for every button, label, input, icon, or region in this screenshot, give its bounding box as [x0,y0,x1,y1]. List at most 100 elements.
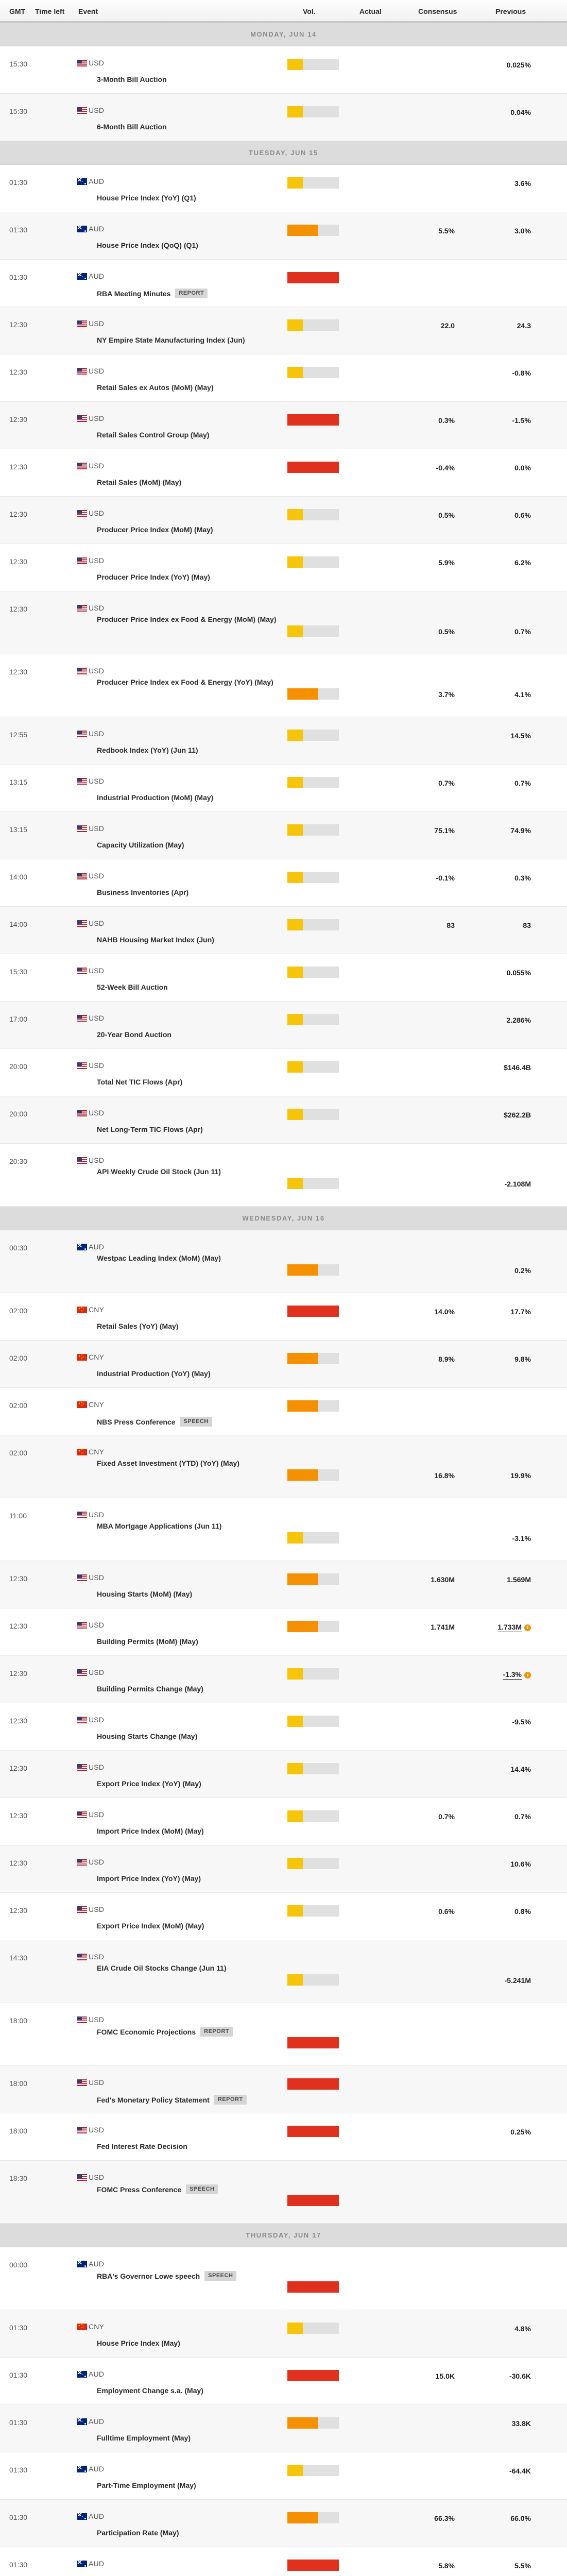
event-row[interactable]: 12:30 USD Retail Sales Control Group (May)… [0,402,567,449]
event-name[interactable]: Producer Price Index ex Food & Energy (Y… [97,678,273,686]
event-row[interactable]: 12:30 USD Retail Sales ex Autos (MoM) (May… [0,354,567,402]
event-row[interactable]: 18:30 USD FOMC Press Conference SPEECH [0,2161,567,2224]
event-row[interactable]: 12:30 USD Producer Price Index ex Food & E… [0,654,567,717]
event-row[interactable]: 01:30AUDUnemployment Rate s.a. (May)5.8%… [0,2547,567,2576]
event-name[interactable]: MBA Mortgage Applications (Jun 11) [97,1522,221,1530]
column-header-event[interactable]: Event [78,7,98,15]
event-name[interactable]: Import Price Index (MoM) (May) [97,1827,204,1835]
event-name[interactable]: NY Empire State Manufacturing Index (Jun… [97,336,245,344]
event-name[interactable]: 6-Month Bill Auction [97,123,167,131]
event-row[interactable]: 12:30 USD Producer Price Index (YoY) (May)… [0,544,567,591]
event-row[interactable]: 12:30 USD Housing Starts (MoM) (May) 1.630M… [0,1561,567,1608]
event-row[interactable]: 00:00 AUD RBA's Governor Lowe speech SPEECH [0,2247,567,2310]
event-name[interactable]: Fulltime Employment (May) [97,2434,191,2442]
revision-info-icon[interactable]: i [524,1672,531,1679]
event-row[interactable]: 15:30 USD 3-Month Bill Auction 0.025% [0,46,567,94]
event-name[interactable]: FOMC Economic Projections REPORT [97,2027,233,2037]
event-row[interactable]: 12:30 USD Producer Price Index (MoM) (May)… [0,497,567,544]
event-name[interactable]: Fed's Monetary Policy Statement REPORT [97,2095,247,2105]
event-name[interactable]: Retail Sales (YoY) (May) [97,1322,178,1330]
event-name[interactable]: Participation Rate (May) [97,2529,179,2537]
event-name[interactable]: House Price Index (May) [97,2339,180,2347]
event-row[interactable]: 14:30 USD EIA Crude Oil Stocks Change (Jun… [0,1940,567,2003]
event-row[interactable]: 14:00 USD NAHB Housing Market Index (Jun) 8… [0,907,567,954]
column-header-vol[interactable]: Vol. [303,7,316,15]
event-row[interactable]: 01:30 CNY House Price Index (May) 4.8% [0,2310,567,2358]
event-row[interactable]: 12:30 USD Retail Sales (MoM) (May) -0.4% 0.0… [0,449,567,497]
event-name[interactable]: NBS Press Conference SPEECH [97,1417,212,1427]
event-row[interactable]: 17:00 USD 20-Year Bond Auction 2.286% [0,1002,567,1049]
event-row[interactable]: 01:30 AUD Fulltime Employment (May) 33.8K [0,2405,567,2452]
event-row[interactable]: 02:00 CNY Industrial Production (YoY) (May… [0,1341,567,1388]
event-name[interactable]: Net Long-Term TIC Flows (Apr) [97,1125,203,1133]
event-row[interactable]: 18:00 USD Fed Interest Rate Decision 0.25% [0,2113,567,2161]
event-row[interactable]: 12:30 USD Building Permits (MoM) (May) 1.74… [0,1608,567,1656]
event-name[interactable]: House Price Index (YoY) (Q1) [97,194,196,202]
event-name[interactable]: Employment Change s.a. (May) [97,2386,203,2395]
event-name[interactable]: Capacity Utilization (May) [97,841,184,849]
event-name[interactable]: Westpac Leading Index (MoM) (May) [97,1254,221,1262]
event-name[interactable]: EIA Crude Oil Stocks Change (Jun 11) [97,1964,227,1972]
event-name[interactable]: Housing Starts Change (May) [97,1732,197,1740]
event-row[interactable]: 12:55 USD Redbook Index (YoY) (Jun 11) 14.5… [0,717,567,765]
event-badge-speech[interactable]: SPEECH [186,2184,218,2194]
event-row[interactable]: 12:30 USD Producer Price Index ex Food & E… [0,591,567,654]
event-name[interactable]: Fixed Asset Investment (YTD) (YoY) (May) [97,1459,239,1467]
event-row[interactable]: 20:00 USD Net Long-Term TIC Flows (Apr) $26… [0,1096,567,1144]
event-row[interactable]: 12:30 USD Housing Starts Change (May) -9.5% [0,1703,567,1751]
event-name[interactable]: RBA Meeting Minutes REPORT [97,289,208,298]
event-row[interactable]: 12:30 USD Import Price Index (MoM) (May) 0.… [0,1798,567,1845]
event-name[interactable]: Retail Sales ex Autos (MoM) (May) [97,383,214,392]
column-header-consensus[interactable]: Consensus [418,7,457,15]
event-name[interactable]: Export Price Index (MoM) (May) [97,1922,204,1930]
event-row[interactable]: 15:30 USD 52-Week Bill Auction 0.055% [0,954,567,1002]
event-row[interactable]: 15:30 USD 6-Month Bill Auction 0.04% [0,94,567,141]
event-name[interactable]: Housing Starts (MoM) (May) [97,1590,192,1598]
event-row[interactable]: 12:30 USD Export Price Index (MoM) (May) 0.… [0,1893,567,1940]
event-row[interactable]: 01:30 AUD Part-Time Employment (May) -64.4K [0,2452,567,2500]
event-row[interactable]: 12:30 USD NY Empire State Manufacturing In… [0,307,567,354]
event-row[interactable]: 02:00 CNY Fixed Asset Investment (YTD) (Yo… [0,1435,567,1498]
column-header-gmt[interactable]: GMT [9,7,26,15]
column-header-time-left[interactable]: Time left [35,7,65,15]
column-header-actual[interactable]: Actual [359,7,382,15]
event-name[interactable]: 20-Year Bond Auction [97,1030,171,1039]
event-name[interactable]: FOMC Press Conference SPEECH [97,2184,218,2194]
event-name[interactable]: House Price Index (QoQ) (Q1) [97,241,198,249]
event-row[interactable]: 13:15 USD Industrial Production (MoM) (May… [0,765,567,812]
event-row[interactable]: 20:00 USD Total Net TIC Flows (Apr) $146.4B [0,1049,567,1096]
event-name[interactable]: Producer Price Index (MoM) (May) [97,526,213,534]
event-badge-report[interactable]: REPORT [175,289,208,298]
event-row[interactable]: 02:00 CNY NBS Press Conference SPEECH [0,1388,567,1435]
event-row[interactable]: 13:15 USD Capacity Utilization (May) 75.1% 7… [0,812,567,859]
event-name[interactable]: Industrial Production (YoY) (May) [97,1369,211,1378]
event-name[interactable]: Business Inventories (Apr) [97,888,188,896]
event-row[interactable]: 11:00 USD MBA Mortgage Applications (Jun 1… [0,1498,567,1561]
event-name[interactable]: RBA's Governor Lowe speech SPEECH [97,2271,237,2281]
event-row[interactable]: 12:30 USD Import Price Index (YoY) (May) 10… [0,1845,567,1893]
event-name[interactable]: Building Permits (MoM) (May) [97,1637,198,1646]
event-name[interactable]: NAHB Housing Market Index (Jun) [97,936,214,944]
event-badge-report[interactable]: REPORT [200,2027,233,2037]
event-row[interactable]: 20:30 USD API Weekly Crude Oil Stock (Jun … [0,1144,567,1207]
event-row[interactable]: 02:00 CNY Retail Sales (YoY) (May) 14.0% 17.… [0,1293,567,1341]
event-row[interactable]: 18:00 USD Fed's Monetary Policy Statement R… [0,2066,567,2113]
revision-info-icon[interactable]: i [524,1624,531,1631]
event-name[interactable]: API Weekly Crude Oil Stock (Jun 11) [97,1167,221,1176]
event-name[interactable]: Retail Sales Control Group (May) [97,431,210,439]
event-row[interactable]: 14:00 USD Business Inventories (Apr) -0.1% 0… [0,859,567,907]
event-row[interactable]: 01:30 AUD House Price Index (QoQ) (Q1) 5.5%… [0,212,567,260]
event-row[interactable]: 01:30 AUD Employment Change s.a. (May) 15.0… [0,2358,567,2405]
event-name[interactable]: Import Price Index (YoY) (May) [97,1874,201,1883]
event-name[interactable]: Producer Price Index ex Food & Energy (M… [97,615,277,623]
event-name[interactable]: 52-Week Bill Auction [97,983,168,991]
event-name[interactable]: Total Net TIC Flows (Apr) [97,1078,182,1086]
event-name[interactable]: Industrial Production (MoM) (May) [97,793,213,802]
event-name[interactable]: Redbook Index (YoY) (Jun 11) [97,746,198,754]
event-badge-speech[interactable]: SPEECH [180,1417,212,1427]
event-badge-report[interactable]: REPORT [214,2095,247,2105]
event-name[interactable]: Fed Interest Rate Decision [97,2142,187,2150]
event-row[interactable]: 12:30 USD Export Price Index (YoY) (May) 14… [0,1751,567,1798]
event-name[interactable]: Part-Time Employment (May) [97,2481,196,2489]
event-row[interactable]: 00:30 AUD Westpac Leading Index (MoM) (May… [0,1230,567,1293]
